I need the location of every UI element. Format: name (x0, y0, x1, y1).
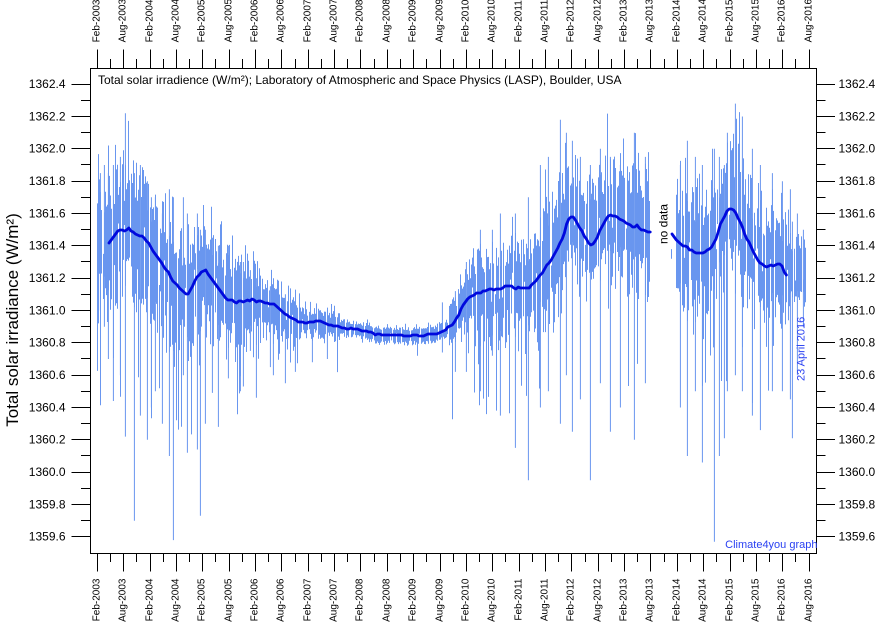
svg-text:Aug-2009: Aug-2009 (435, 0, 446, 42)
svg-text:Aug-2008: Aug-2008 (382, 0, 393, 42)
svg-text:Feb-2003: Feb-2003 (92, 0, 103, 42)
svg-text:Aug-2016: Aug-2016 (804, 578, 815, 622)
svg-text:Aug-2012: Aug-2012 (593, 0, 604, 42)
svg-text:Aug-2011: Aug-2011 (540, 578, 551, 621)
svg-text:1360.2: 1360.2 (29, 433, 66, 447)
svg-text:1361.6: 1361.6 (839, 206, 876, 220)
svg-text:Feb-2008: Feb-2008 (355, 0, 366, 42)
svg-text:Feb-2015: Feb-2015 (725, 0, 736, 42)
svg-text:1361.8: 1361.8 (839, 174, 876, 188)
svg-text:no data: no data (657, 204, 671, 244)
svg-text:Feb-2006: Feb-2006 (250, 578, 261, 621)
svg-text:1361.0: 1361.0 (839, 303, 876, 317)
svg-text:1361.0: 1361.0 (29, 303, 66, 317)
svg-text:Feb-2004: Feb-2004 (145, 0, 156, 42)
svg-text:1360.8: 1360.8 (29, 336, 66, 350)
svg-text:1359.6: 1359.6 (29, 530, 66, 544)
svg-text:Total solar irradience (W/m²);: Total solar irradience (W/m²); Laborator… (98, 73, 622, 87)
svg-text:1360.6: 1360.6 (839, 368, 876, 382)
svg-text:Feb-2005: Feb-2005 (197, 578, 208, 621)
svg-text:Feb-2009: Feb-2009 (408, 578, 419, 621)
svg-text:Aug-2014: Aug-2014 (698, 578, 709, 622)
svg-text:1360.4: 1360.4 (839, 400, 876, 414)
svg-text:Feb-2005: Feb-2005 (197, 0, 208, 42)
svg-text:Aug-2006: Aug-2006 (276, 0, 287, 42)
svg-text:Feb-2006: Feb-2006 (250, 0, 261, 42)
svg-text:Aug-2011: Aug-2011 (540, 0, 551, 42)
svg-text:1359.6: 1359.6 (839, 530, 876, 544)
svg-text:Feb-2010: Feb-2010 (461, 0, 472, 42)
svg-text:Feb-2007: Feb-2007 (303, 578, 314, 621)
svg-text:Aug-2012: Aug-2012 (593, 578, 604, 622)
svg-text:Aug-2003: Aug-2003 (118, 0, 129, 42)
svg-text:Feb-2016: Feb-2016 (777, 578, 788, 621)
svg-text:Aug-2010: Aug-2010 (487, 578, 498, 622)
svg-text:1360.6: 1360.6 (29, 368, 66, 382)
svg-text:Feb-2014: Feb-2014 (672, 0, 683, 42)
svg-text:Feb-2012: Feb-2012 (566, 0, 577, 42)
svg-text:Feb-2014: Feb-2014 (672, 578, 683, 621)
svg-text:1362.4: 1362.4 (29, 77, 66, 91)
svg-text:1362.0: 1362.0 (29, 142, 66, 156)
svg-text:Feb-2013: Feb-2013 (619, 0, 630, 42)
svg-text:Aug-2003: Aug-2003 (118, 578, 129, 622)
svg-text:1362.0: 1362.0 (839, 142, 876, 156)
svg-text:Aug-2006: Aug-2006 (276, 578, 287, 622)
svg-text:Aug-2013: Aug-2013 (645, 0, 656, 42)
svg-text:1361.4: 1361.4 (839, 239, 876, 253)
svg-text:Feb-2009: Feb-2009 (408, 0, 419, 42)
svg-text:Feb-2008: Feb-2008 (355, 578, 366, 621)
svg-text:Feb-2003: Feb-2003 (92, 578, 103, 621)
svg-text:1361.2: 1361.2 (839, 271, 876, 285)
svg-text:1361.2: 1361.2 (29, 271, 66, 285)
svg-text:1362.4: 1362.4 (839, 77, 876, 91)
svg-text:1361.6: 1361.6 (29, 206, 66, 220)
svg-text:Total solar irradiance (W/m²): Total solar irradiance (W/m²) (3, 213, 22, 427)
svg-text:Aug-2007: Aug-2007 (329, 578, 340, 622)
svg-text:1362.2: 1362.2 (29, 109, 66, 123)
svg-text:1360.8: 1360.8 (839, 336, 876, 350)
svg-text:Feb-2013: Feb-2013 (619, 578, 630, 621)
svg-text:1360.0: 1360.0 (29, 465, 66, 479)
svg-text:Feb-2004: Feb-2004 (145, 578, 156, 621)
svg-text:1360.4: 1360.4 (29, 400, 66, 414)
svg-text:Feb-2016: Feb-2016 (777, 0, 788, 42)
svg-text:Aug-2014: Aug-2014 (698, 0, 709, 42)
svg-text:Climate4you graph: Climate4you graph (725, 539, 817, 551)
svg-text:Aug-2009: Aug-2009 (435, 578, 446, 622)
svg-text:Feb-2012: Feb-2012 (566, 578, 577, 621)
svg-text:Feb-2011: Feb-2011 (514, 0, 525, 42)
svg-text:Feb-2010: Feb-2010 (461, 578, 472, 621)
svg-text:Feb-2007: Feb-2007 (303, 0, 314, 42)
svg-text:Aug-2015: Aug-2015 (751, 0, 762, 42)
svg-text:Feb-2011: Feb-2011 (514, 578, 525, 621)
svg-text:Aug-2005: Aug-2005 (224, 578, 235, 622)
svg-text:1361.8: 1361.8 (29, 174, 66, 188)
svg-text:Aug-2015: Aug-2015 (751, 578, 762, 622)
svg-text:Feb-2015: Feb-2015 (725, 578, 736, 621)
svg-text:Aug-2016: Aug-2016 (804, 0, 815, 42)
svg-text:Aug-2013: Aug-2013 (645, 578, 656, 622)
svg-text:1359.8: 1359.8 (29, 497, 66, 511)
svg-text:1361.4: 1361.4 (29, 239, 66, 253)
svg-text:Aug-2007: Aug-2007 (329, 0, 340, 42)
svg-text:1362.2: 1362.2 (839, 109, 876, 123)
svg-text:Aug-2010: Aug-2010 (487, 0, 498, 42)
svg-text:Aug-2005: Aug-2005 (224, 0, 235, 42)
svg-text:1359.8: 1359.8 (839, 497, 876, 511)
svg-text:23 April 2016: 23 April 2016 (796, 317, 808, 381)
svg-text:1360.0: 1360.0 (839, 465, 876, 479)
svg-text:1360.2: 1360.2 (839, 433, 876, 447)
svg-text:Aug-2004: Aug-2004 (171, 578, 182, 622)
svg-text:Aug-2008: Aug-2008 (382, 578, 393, 622)
svg-text:Aug-2004: Aug-2004 (171, 0, 182, 42)
